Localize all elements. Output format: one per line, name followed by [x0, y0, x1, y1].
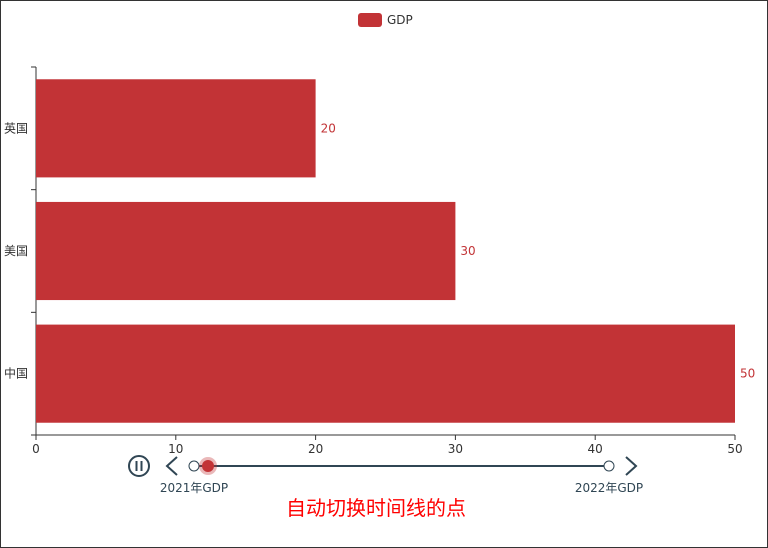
x-tick-label: 20	[308, 442, 323, 456]
x-tick-label: 10	[168, 442, 183, 456]
timeline-point-2022[interactable]	[603, 460, 615, 472]
timeline-label-2022[interactable]: 2022年GDP	[575, 481, 643, 495]
pause-icon	[135, 461, 143, 471]
play-button[interactable]	[128, 455, 150, 477]
bar-value-label: 20	[321, 121, 336, 135]
legend-label: GDP	[387, 13, 413, 27]
x-axis: 0 10 20 30 40 50	[32, 434, 743, 456]
bar[interactable]	[36, 324, 735, 423]
x-tick-label: 30	[448, 442, 463, 456]
bar[interactable]	[36, 79, 316, 178]
x-tick-label: 40	[588, 442, 603, 456]
timeline-label-2021[interactable]: 2021年GDP	[160, 481, 228, 495]
bars: 50 30 20	[36, 79, 755, 423]
legend[interactable]: GDP	[358, 13, 413, 27]
chart-subtitle: 自动切换时间线的点	[286, 496, 466, 520]
bar-value-label: 50	[740, 367, 755, 381]
y-tick-label: 美国	[4, 244, 28, 258]
x-tick-label: 50	[727, 442, 742, 456]
bar-value-label: 30	[460, 244, 475, 258]
timeline[interactable]: 2021年GDP 2022年GDP	[128, 455, 643, 495]
y-tick-label: 中国	[4, 366, 28, 381]
timeline-point-2021[interactable]	[188, 460, 200, 472]
timeline-handle[interactable]	[202, 460, 214, 472]
bar[interactable]	[36, 201, 456, 301]
pause-icon-ring	[128, 455, 150, 477]
chevron-left-icon[interactable]	[165, 456, 178, 476]
y-tick-label: 英国	[4, 121, 28, 135]
legend-rect-icon	[358, 13, 382, 27]
x-tick-label: 0	[32, 442, 40, 456]
chevron-right-icon[interactable]	[625, 456, 638, 476]
